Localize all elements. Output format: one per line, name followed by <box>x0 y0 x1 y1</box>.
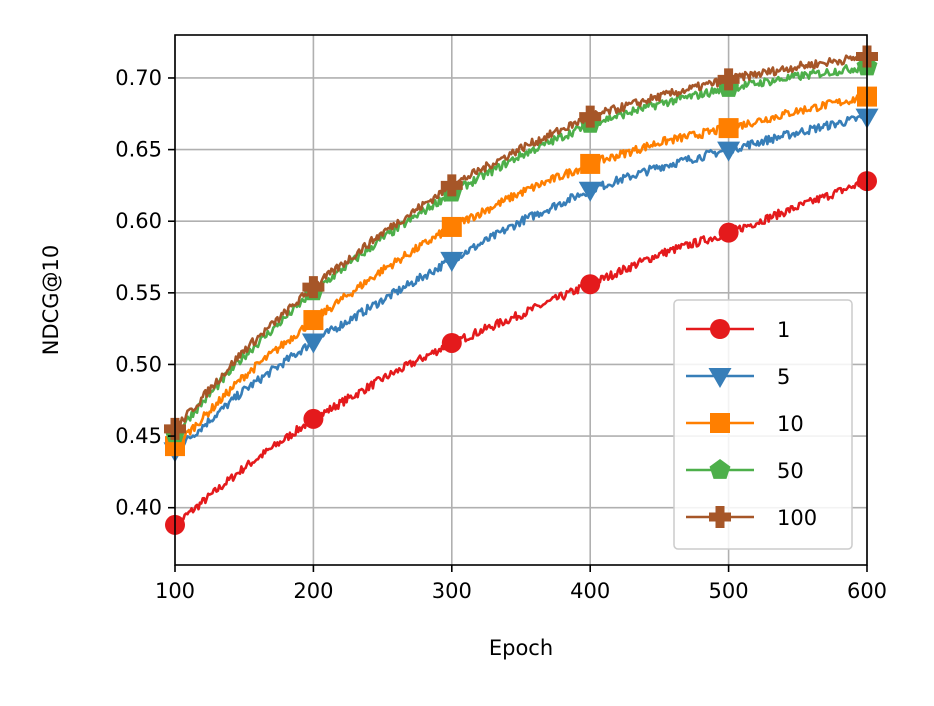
x-tick-label: 200 <box>293 579 333 603</box>
legend-label: 50 <box>777 459 804 483</box>
series-marker-100 <box>440 174 463 197</box>
series-line-1 <box>173 177 869 530</box>
series-marker-5 <box>578 181 602 202</box>
series-marker-10 <box>718 118 739 139</box>
y-tick-label: 0.45 <box>115 424 162 448</box>
series-line-50 <box>174 61 869 437</box>
legend-marker-50 <box>709 459 731 479</box>
x-tick-label: 400 <box>570 579 610 603</box>
legend-marker-100 <box>709 506 731 528</box>
series-marker-1 <box>441 332 462 353</box>
series-line-100 <box>173 51 869 432</box>
series-marker-1 <box>303 408 324 429</box>
legend-item-5: 5 <box>686 365 790 389</box>
x-tick-label: 300 <box>432 579 472 603</box>
series-marker-100 <box>717 68 740 91</box>
legend-label: 1 <box>777 318 790 342</box>
series-line-5 <box>174 114 869 451</box>
legend-marker-1 <box>710 319 730 339</box>
series-marker-10 <box>580 153 601 174</box>
x-tick-label: 500 <box>709 579 749 603</box>
legend-marker-5 <box>708 368 732 388</box>
series-group <box>163 45 879 535</box>
series-1 <box>165 171 877 535</box>
y-tick-label: 0.60 <box>115 209 162 233</box>
y-axis-label: NDCG@10 <box>39 245 63 356</box>
series-marker-10 <box>303 310 324 331</box>
y-tick-label: 0.70 <box>115 66 162 90</box>
series-marker-5 <box>717 141 741 162</box>
series-marker-1 <box>580 274 601 295</box>
y-tick-label: 0.50 <box>115 352 162 376</box>
x-tick-label: 600 <box>847 579 887 603</box>
plot-frame <box>174 34 868 566</box>
legend-label: 5 <box>777 365 790 389</box>
legend-marker-10 <box>710 413 730 433</box>
legend-item-50: 50 <box>686 459 804 483</box>
legend-item-10: 10 <box>686 412 804 436</box>
y-tick-label: 0.40 <box>115 496 162 520</box>
legend-label: 100 <box>777 506 817 530</box>
legend-box <box>673 299 853 550</box>
series-marker-100 <box>302 276 325 299</box>
series-marker-1 <box>718 222 739 243</box>
x-tick-label: 100 <box>155 579 195 603</box>
y-tick-label: 0.55 <box>115 281 162 305</box>
legend-label: 10 <box>777 412 804 436</box>
x-axis-label: Epoch <box>489 636 553 660</box>
legend: 1 5 10 50 100 <box>673 299 853 550</box>
y-tick-label: 0.65 <box>115 138 162 162</box>
legend-item-1: 1 <box>686 318 790 342</box>
series-marker-5 <box>440 251 464 272</box>
legend-item-100: 100 <box>686 506 817 530</box>
ticks: 100 200 300 400 500 600 0.40 0.45 0.50 0.55 0.60 0.… <box>115 66 887 603</box>
series-marker-10 <box>441 216 462 237</box>
series-line-10 <box>174 91 868 448</box>
series-marker-100 <box>579 105 602 128</box>
series-marker-5 <box>301 333 325 354</box>
